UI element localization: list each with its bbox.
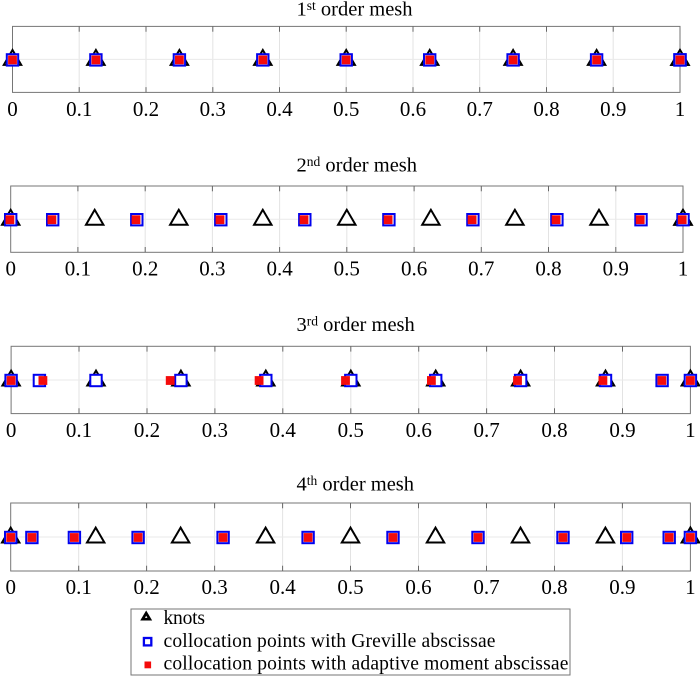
svg-text:0.9: 0.9 bbox=[600, 97, 626, 121]
svg-text:collocation points with Grevil: collocation points with Greville absciss… bbox=[164, 631, 496, 652]
svg-text:0: 0 bbox=[5, 575, 16, 599]
svg-text:0.5: 0.5 bbox=[338, 418, 364, 442]
svg-text:0.4: 0.4 bbox=[266, 257, 293, 281]
svg-text:0.2: 0.2 bbox=[133, 575, 159, 599]
svg-text:0.9: 0.9 bbox=[609, 418, 635, 442]
svg-text:0.6: 0.6 bbox=[406, 418, 432, 442]
svg-text:0.7: 0.7 bbox=[468, 257, 494, 281]
svg-text:0.1: 0.1 bbox=[66, 575, 92, 599]
svg-text:2nd order mesh: 2nd order mesh bbox=[297, 154, 418, 177]
svg-text:0.1: 0.1 bbox=[66, 418, 92, 442]
svg-text:0.8: 0.8 bbox=[541, 575, 567, 599]
svg-text:0.6: 0.6 bbox=[400, 97, 426, 121]
svg-text:0.1: 0.1 bbox=[66, 97, 92, 121]
svg-text:1st order mesh: 1st order mesh bbox=[297, 0, 413, 21]
svg-text:0.8: 0.8 bbox=[541, 418, 567, 442]
svg-text:0.4: 0.4 bbox=[266, 97, 293, 121]
svg-text:0.7: 0.7 bbox=[473, 418, 499, 442]
svg-text:0.3: 0.3 bbox=[200, 97, 226, 121]
svg-text:0.3: 0.3 bbox=[199, 257, 225, 281]
svg-text:0.4: 0.4 bbox=[270, 418, 297, 442]
svg-text:0.5: 0.5 bbox=[337, 575, 363, 599]
svg-text:0.5: 0.5 bbox=[333, 97, 359, 121]
svg-text:knots: knots bbox=[164, 608, 206, 629]
svg-text:0.2: 0.2 bbox=[133, 97, 159, 121]
svg-text:0.2: 0.2 bbox=[134, 418, 160, 442]
svg-text:0.9: 0.9 bbox=[603, 257, 629, 281]
svg-text:0.2: 0.2 bbox=[132, 257, 158, 281]
svg-text:0.7: 0.7 bbox=[467, 97, 493, 121]
svg-text:1: 1 bbox=[675, 97, 686, 121]
svg-text:0.3: 0.3 bbox=[202, 418, 228, 442]
svg-text:1: 1 bbox=[678, 257, 689, 281]
svg-text:1: 1 bbox=[685, 575, 696, 599]
svg-text:0: 0 bbox=[6, 418, 17, 442]
svg-text:0.4: 0.4 bbox=[269, 575, 296, 599]
svg-text:collocation points with adapti: collocation points with adaptive moment … bbox=[164, 653, 569, 674]
svg-text:3rd order mesh: 3rd order mesh bbox=[297, 314, 415, 337]
svg-text:1: 1 bbox=[685, 418, 696, 442]
svg-text:0.8: 0.8 bbox=[535, 257, 561, 281]
svg-text:0.1: 0.1 bbox=[65, 257, 91, 281]
svg-text:0.7: 0.7 bbox=[473, 575, 499, 599]
svg-text:4th order mesh: 4th order mesh bbox=[297, 473, 415, 496]
svg-text:0: 0 bbox=[5, 257, 16, 281]
svg-text:0.6: 0.6 bbox=[401, 257, 427, 281]
svg-text:0.6: 0.6 bbox=[405, 575, 431, 599]
svg-text:0.3: 0.3 bbox=[201, 575, 227, 599]
svg-text:0: 0 bbox=[7, 97, 18, 121]
svg-text:0.9: 0.9 bbox=[609, 575, 635, 599]
svg-text:0.8: 0.8 bbox=[533, 97, 559, 121]
svg-text:0.5: 0.5 bbox=[334, 257, 360, 281]
